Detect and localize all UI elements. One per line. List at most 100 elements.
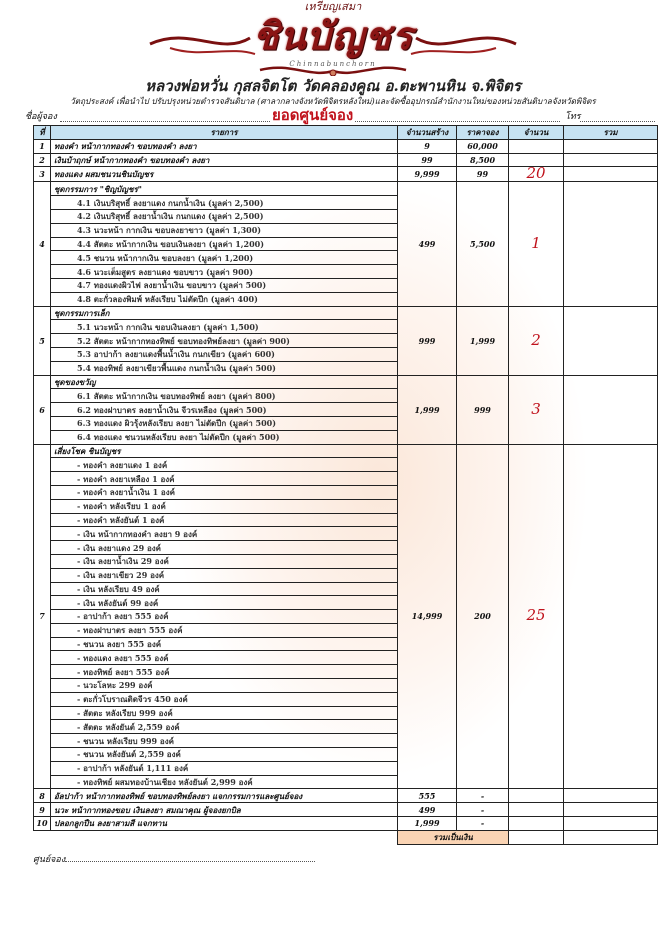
grand-total-cell[interactable] bbox=[563, 829, 658, 845]
quantity-made: 555 bbox=[397, 788, 457, 804]
item-name: ชุดกรรมการเล็ก bbox=[50, 305, 398, 321]
booking-center-field[interactable] bbox=[65, 853, 316, 862]
order-quantity-cell[interactable] bbox=[508, 138, 564, 154]
order-quantity-cell[interactable] bbox=[508, 802, 564, 818]
sub-item-name: 4.3 นวะหน้า กากเงิน ขอบลงยาขาว (มูลค่า 1… bbox=[50, 222, 398, 238]
order-quantity-cell[interactable] bbox=[508, 788, 564, 804]
booking-price: - bbox=[456, 816, 509, 831]
sub-item-name: 5.4 ทองทิพย์ ลงยาเขียวพื้นแดง กนกน้ำเงิน… bbox=[50, 360, 398, 376]
sub-item-name: - เงิน หน้ากากทองคำ ลงยา 9 องค์ bbox=[50, 526, 398, 542]
total-row: รวมเป็นเงิน bbox=[34, 829, 658, 845]
booker-row: ชื่อผู้จอง ยอดศูนย์จอง โทร bbox=[25, 107, 655, 124]
quantity-made: 9 bbox=[397, 138, 457, 154]
quantity-made: 14,999 bbox=[397, 443, 457, 790]
sub-item-name: 6.1 สัตตะ หน้ากากเงิน ขอบทองทิพย์ ลงยา (… bbox=[50, 388, 398, 404]
booking-price: 60,000 bbox=[456, 138, 509, 154]
order-quantity-cell[interactable] bbox=[508, 152, 564, 168]
row-number: 1 bbox=[33, 138, 51, 154]
column-header: รายการ bbox=[50, 125, 398, 140]
row-total-cell[interactable] bbox=[563, 181, 658, 307]
table-row: 2 เงินบ้าฤกษ์ หน้ากากทองคำ ขอบทองคำ ลงยา 9… bbox=[33, 152, 658, 168]
table-row: 5 ชุดกรรมการเล็ก 999 1,999 2 bbox=[33, 305, 658, 376]
sub-item-name: - ชนวน หลังยันต์ 2,559 องค์ bbox=[50, 747, 398, 762]
blank bbox=[34, 830, 398, 844]
row-total-cell[interactable] bbox=[563, 138, 658, 154]
row-number: 4 bbox=[33, 181, 51, 307]
column-header: ที่ bbox=[33, 125, 51, 140]
phone-label: โทร bbox=[565, 112, 581, 122]
column-header: รวม bbox=[563, 125, 658, 140]
temple-title: หลวงพ่อหวั่น กุสลจิตโต วัดคลองคูณ อ.ตะพา… bbox=[145, 77, 521, 95]
sub-item-name: - ชนวน ลงยา 555 องค์ bbox=[50, 636, 398, 652]
quantity-made: 99 bbox=[397, 152, 457, 168]
item-name: ชุดกรรมการ "ชิญบัญชร" bbox=[50, 181, 398, 197]
row-total-cell[interactable] bbox=[563, 802, 658, 818]
form-body: ที่ รายการ จำนวนสร้าง ราคาจอง จำนวน รวม 1 ทองค… bbox=[33, 125, 658, 866]
quantity-made: 9,999 bbox=[397, 166, 457, 183]
sub-item-name: - เงิน หลังยันต์ 99 องค์ bbox=[50, 595, 398, 611]
booking-price: 8,500 bbox=[456, 152, 509, 168]
table-row: 3 ทองแดง ผสมชนวนชินบัญชร 9,999 99 20 bbox=[33, 166, 658, 183]
sub-item-name: - สัตตะ หลังเรียบ 999 องค์ bbox=[50, 705, 398, 721]
table-row: 4 ชุดกรรมการ "ชิญบัญชร" 499 5,500 1 bbox=[33, 181, 658, 307]
sub-item-name: - ทองคำ หลังเรียบ 1 องค์ bbox=[50, 498, 398, 514]
quantity-made: 1,999 bbox=[397, 816, 457, 831]
order-quantity-cell[interactable] bbox=[508, 816, 564, 831]
row-total-cell[interactable] bbox=[563, 152, 658, 168]
sub-item-name: 4.2 เงินบริสุทธิ์ ลงยาน้ำเงิน กนกแดง (มู… bbox=[50, 208, 398, 224]
booker-label: ชื่อผู้จอง bbox=[25, 112, 57, 122]
item-name: ปลอกลูกปืน ลงยาสามสี แจกทาน bbox=[50, 816, 398, 831]
order-quantity: 2 bbox=[531, 330, 541, 349]
row-number: 2 bbox=[33, 152, 51, 168]
table-row: 9 นวะ หน้ากากทองขอบ เงินลงยา สมณาคุณ ผู้จ… bbox=[33, 802, 658, 818]
sub-item-name: 4.7 ทองแดงผิวไฟ ลงยาน้ำเงิน ขอบขาว (มูลค… bbox=[50, 277, 398, 293]
sub-item-name: - เงิน ลงยาเขียว 29 องค์ bbox=[50, 567, 398, 583]
sub-item-name: - ทองคำ ลงยาน้ำเงิน 1 องค์ bbox=[50, 484, 398, 500]
item-name: ทองแดง ผสมชนวนชินบัญชร bbox=[50, 166, 398, 183]
row-total-cell[interactable] bbox=[563, 443, 658, 790]
quantity-made: 1,999 bbox=[397, 374, 457, 445]
booking-center-line: ศูนย์จอง bbox=[33, 853, 657, 866]
sub-item-name: - อาปาก้า ลงยา 555 องค์ bbox=[50, 609, 398, 624]
item-name: อัลปาก้า หน้ากากทองทิพย์ ขอบทองทิพย์ลงยา… bbox=[50, 788, 398, 804]
sub-item-name: 4.5 ชนวน หน้ากากเงิน ขอบลงยา (มูลค่า 1,2… bbox=[50, 250, 398, 266]
order-quantity: 1 bbox=[531, 233, 541, 252]
row-total-cell[interactable] bbox=[563, 816, 658, 831]
order-quantity: 25 bbox=[526, 606, 546, 625]
row-number: 9 bbox=[33, 802, 51, 818]
order-quantity-cell[interactable]: 2 bbox=[508, 305, 564, 376]
sub-item-name: - สัตตะ หลังยันต์ 2,559 องค์ bbox=[50, 719, 398, 735]
sub-item-name: - ทองทิพย์ ลงยา 555 องค์ bbox=[50, 664, 398, 680]
booking-price: - bbox=[456, 802, 509, 818]
order-quantity: 20 bbox=[526, 166, 546, 182]
order-quantity-cell[interactable]: 1 bbox=[508, 181, 564, 307]
sub-item-name: - ทองฝาบาตร ลงยา 555 องค์ bbox=[50, 622, 398, 638]
order-quantity-cell[interactable]: 3 bbox=[508, 374, 564, 445]
quantity-made: 499 bbox=[397, 181, 457, 307]
sub-item-name: - อาปาก้า หลังยันต์ 1,111 องค์ bbox=[50, 760, 398, 776]
sub-item-name: - ทองคำ หลังยันต์ 1 องค์ bbox=[50, 512, 398, 528]
purpose-text: วัตถุประสงค์ เพื่อนำไป ปรับปรุงหน่วยตำรว… bbox=[70, 96, 596, 106]
total-quantity-cell[interactable] bbox=[508, 829, 564, 845]
table-row: 6 ชุดของขวัญ 1,999 999 3 bbox=[33, 374, 658, 445]
order-table: ที่ รายการ จำนวนสร้าง ราคาจอง จำนวน รวม 1 ทองค… bbox=[33, 125, 658, 845]
row-total-cell[interactable] bbox=[563, 166, 658, 183]
sub-item-name: 5.2 สัตตะ หน้ากากทองทิพย์ ขอบทองทิพย์ลงย… bbox=[50, 333, 398, 348]
row-total-cell[interactable] bbox=[563, 374, 658, 445]
booker-name-value: ยอดศูนย์จอง bbox=[270, 106, 356, 124]
order-quantity: 3 bbox=[531, 399, 541, 418]
order-quantity-cell[interactable]: 25 bbox=[508, 443, 564, 790]
table-row: 7 เสี่ยงโชค ชินบัญชร 14,999 200 25 bbox=[33, 443, 658, 790]
row-total-cell[interactable] bbox=[563, 788, 658, 804]
sub-item-name: 6.2 ทองฝาบาตร ลงยาน้ำเงิน จีวรเหลือง (มู… bbox=[50, 402, 398, 417]
sub-item-name: - ชนวน หลังเรียบ 999 องค์ bbox=[50, 733, 398, 749]
phone-field[interactable] bbox=[580, 112, 655, 122]
booking-price: 1,999 bbox=[456, 305, 509, 376]
order-quantity-cell[interactable]: 20 bbox=[508, 166, 564, 183]
row-total-cell[interactable] bbox=[563, 305, 658, 376]
sub-item-name: 6.3 ทองแดง ผิวรุ้งหลังเรียบ ลงยา ไม่ตัดป… bbox=[50, 415, 398, 431]
row-number: 5 bbox=[33, 305, 51, 376]
sub-item-name: - ทองคำ ลงยาเหลือง 1 องค์ bbox=[50, 471, 398, 486]
sub-item-name: 5.1 นวะหน้า กากเงิน ขอบเงินลงยา (มูลค่า … bbox=[50, 319, 398, 335]
logo-ornament bbox=[149, 36, 517, 76]
